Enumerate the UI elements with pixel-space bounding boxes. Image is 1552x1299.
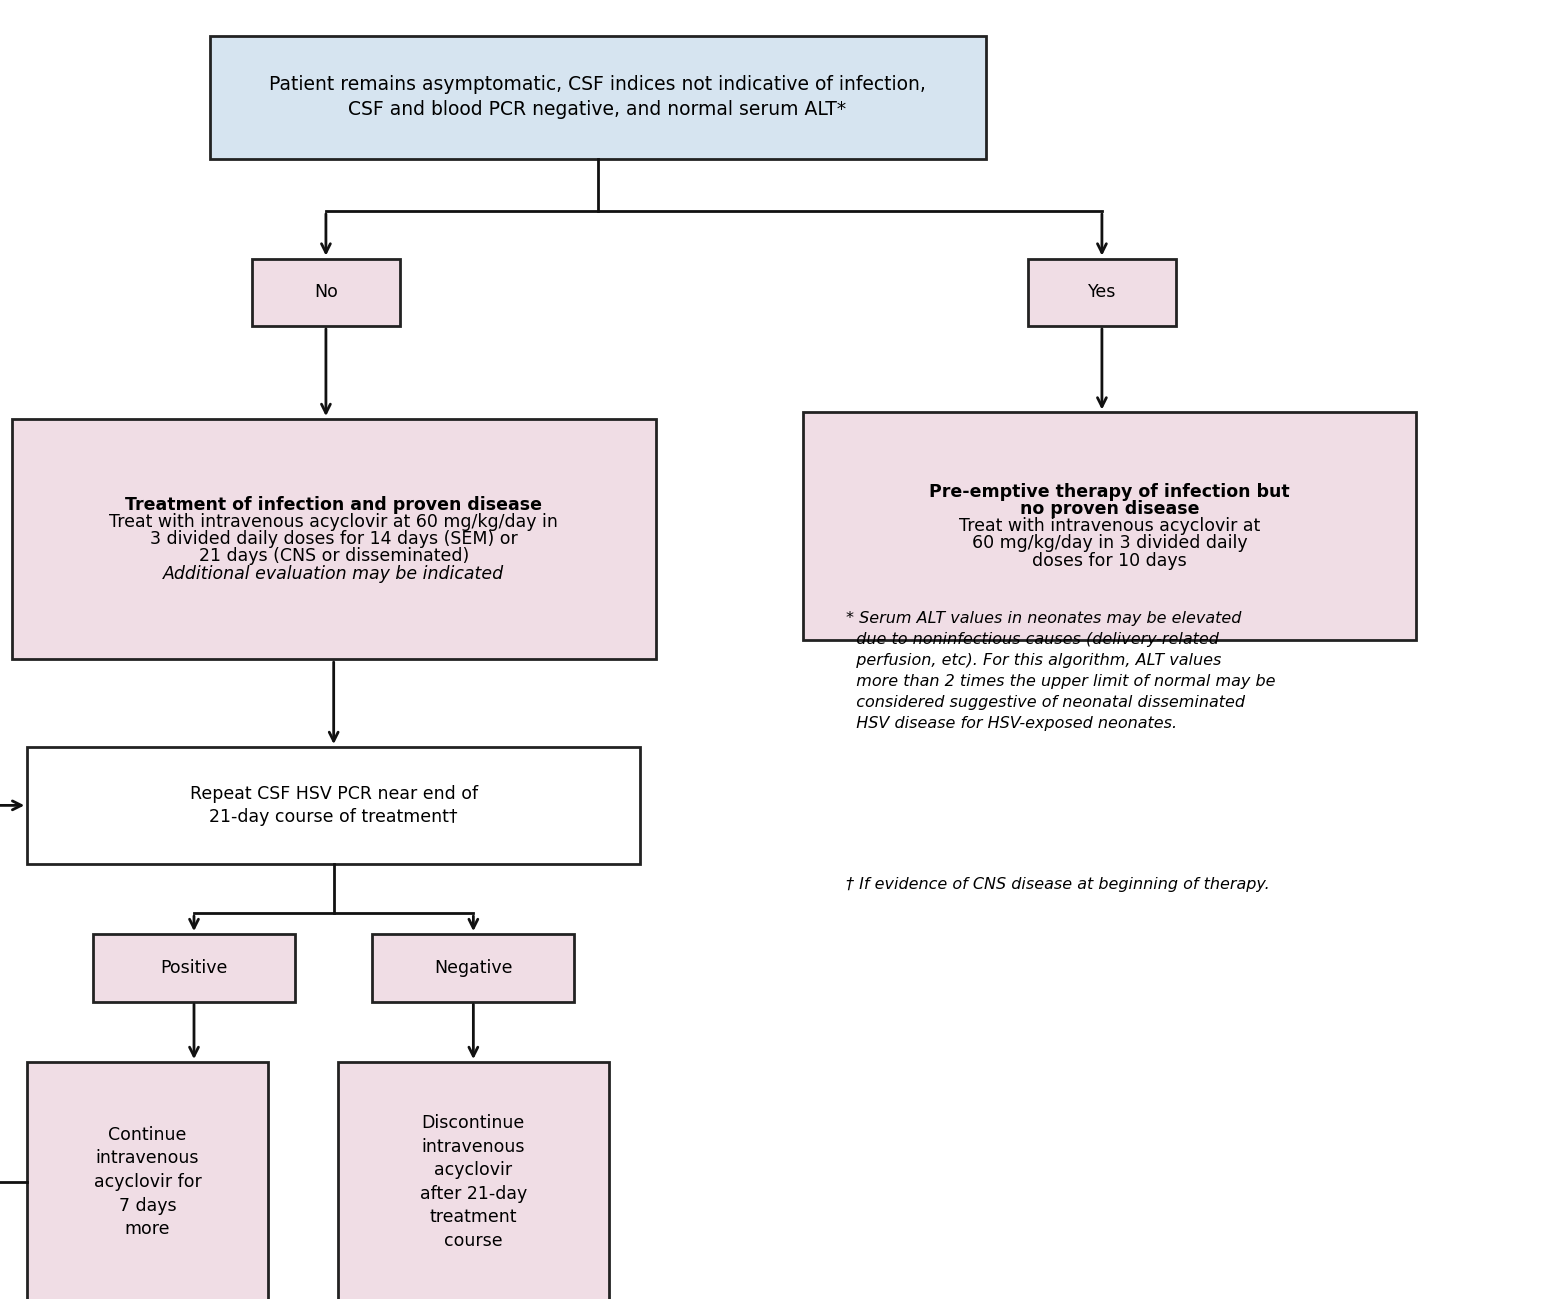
Text: no proven disease: no proven disease xyxy=(1020,500,1200,518)
FancyBboxPatch shape xyxy=(28,1063,267,1299)
FancyBboxPatch shape xyxy=(93,934,295,1002)
Text: 3 divided daily doses for 14 days (SEM) or: 3 divided daily doses for 14 days (SEM) … xyxy=(151,530,517,548)
Text: Yes: Yes xyxy=(1088,283,1116,301)
FancyBboxPatch shape xyxy=(1027,259,1176,326)
Text: Treatment of infection and proven disease: Treatment of infection and proven diseas… xyxy=(126,496,542,513)
FancyBboxPatch shape xyxy=(338,1063,608,1299)
Text: No: No xyxy=(314,283,338,301)
Text: 21 days (CNS or disseminated): 21 days (CNS or disseminated) xyxy=(199,547,469,565)
Text: Positive: Positive xyxy=(160,959,228,977)
Text: Discontinue
intravenous
acyclovir
after 21-day
treatment
course: Discontinue intravenous acyclovir after … xyxy=(419,1115,528,1250)
Text: Treat with intravenous acyclovir at: Treat with intravenous acyclovir at xyxy=(959,517,1260,535)
Text: Treat with intravenous acyclovir at 60 mg/kg/day in: Treat with intravenous acyclovir at 60 m… xyxy=(109,513,559,531)
FancyBboxPatch shape xyxy=(251,259,399,326)
Text: Additional evaluation may be indicated: Additional evaluation may be indicated xyxy=(163,565,504,582)
FancyBboxPatch shape xyxy=(372,934,574,1002)
Text: Negative: Negative xyxy=(435,959,512,977)
Text: Pre-emptive therapy of infection but: Pre-emptive therapy of infection but xyxy=(930,483,1290,500)
Text: doses for 10 days: doses for 10 days xyxy=(1032,552,1187,569)
Text: 60 mg/kg/day in 3 divided daily: 60 mg/kg/day in 3 divided daily xyxy=(972,534,1248,552)
Text: * Serum ALT values in neonates may be elevated
  due to noninfectious causes (de: * Serum ALT values in neonates may be el… xyxy=(846,611,1276,730)
Text: Patient remains asymptomatic, CSF indices not indicative of infection,
CSF and b: Patient remains asymptomatic, CSF indice… xyxy=(268,75,927,120)
FancyBboxPatch shape xyxy=(12,418,655,660)
Text: Continue
intravenous
acyclovir for
7 days
more: Continue intravenous acyclovir for 7 day… xyxy=(93,1126,202,1238)
FancyBboxPatch shape xyxy=(26,747,639,864)
Text: Repeat CSF HSV PCR near end of
21-day course of treatment†: Repeat CSF HSV PCR near end of 21-day co… xyxy=(189,785,478,826)
FancyBboxPatch shape xyxy=(210,35,986,158)
Text: † If evidence of CNS disease at beginning of therapy.: † If evidence of CNS disease at beginnin… xyxy=(846,877,1270,892)
FancyBboxPatch shape xyxy=(804,413,1415,640)
